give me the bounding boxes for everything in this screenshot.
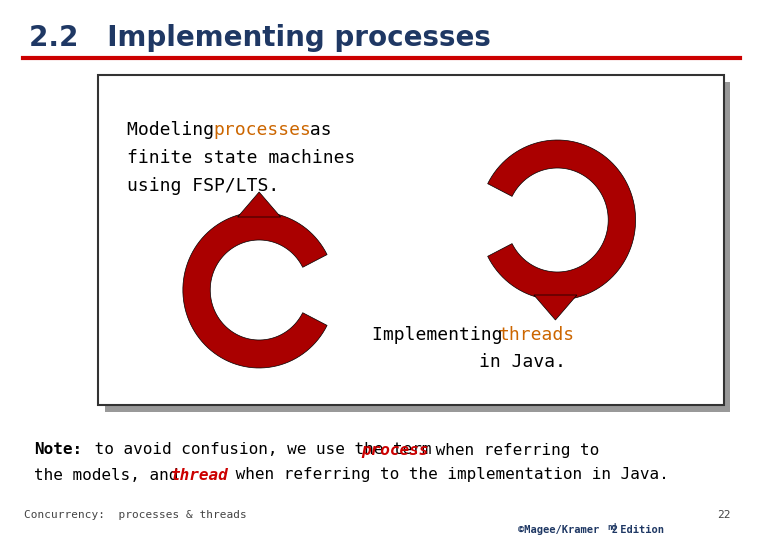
Text: using FSP/LTS.: using FSP/LTS. — [127, 177, 279, 195]
FancyBboxPatch shape — [105, 82, 730, 412]
Text: Concurrency:  processes & threads: Concurrency: processes & threads — [24, 510, 247, 520]
Text: Implementing: Implementing — [371, 326, 513, 344]
Text: when referring to: when referring to — [427, 442, 600, 457]
Text: when referring to the implementation in Java.: when referring to the implementation in … — [226, 468, 668, 483]
Text: the models, and: the models, and — [34, 468, 188, 483]
Text: 2.2   Implementing processes: 2.2 Implementing processes — [30, 24, 491, 52]
Text: Note:: Note: — [34, 442, 83, 457]
Text: 22: 22 — [717, 510, 730, 520]
PathPatch shape — [183, 212, 327, 368]
Text: ©Magee/Kramer  2: ©Magee/Kramer 2 — [518, 525, 619, 535]
Text: in Java.: in Java. — [479, 353, 566, 371]
Text: nd: nd — [608, 523, 616, 531]
PathPatch shape — [488, 140, 636, 300]
Text: processes: processes — [213, 121, 311, 139]
Text: process: process — [361, 442, 428, 457]
Text: as: as — [300, 121, 331, 139]
Text: Modeling: Modeling — [127, 121, 225, 139]
Polygon shape — [534, 295, 577, 320]
Text: thread: thread — [171, 468, 229, 483]
FancyBboxPatch shape — [98, 75, 724, 405]
Text: Edition: Edition — [614, 525, 664, 535]
Text: finite state machines: finite state machines — [127, 149, 356, 167]
Polygon shape — [238, 192, 281, 217]
Text: threads: threads — [498, 326, 575, 344]
Text: to avoid confusion, we use the term: to avoid confusion, we use the term — [85, 442, 441, 457]
